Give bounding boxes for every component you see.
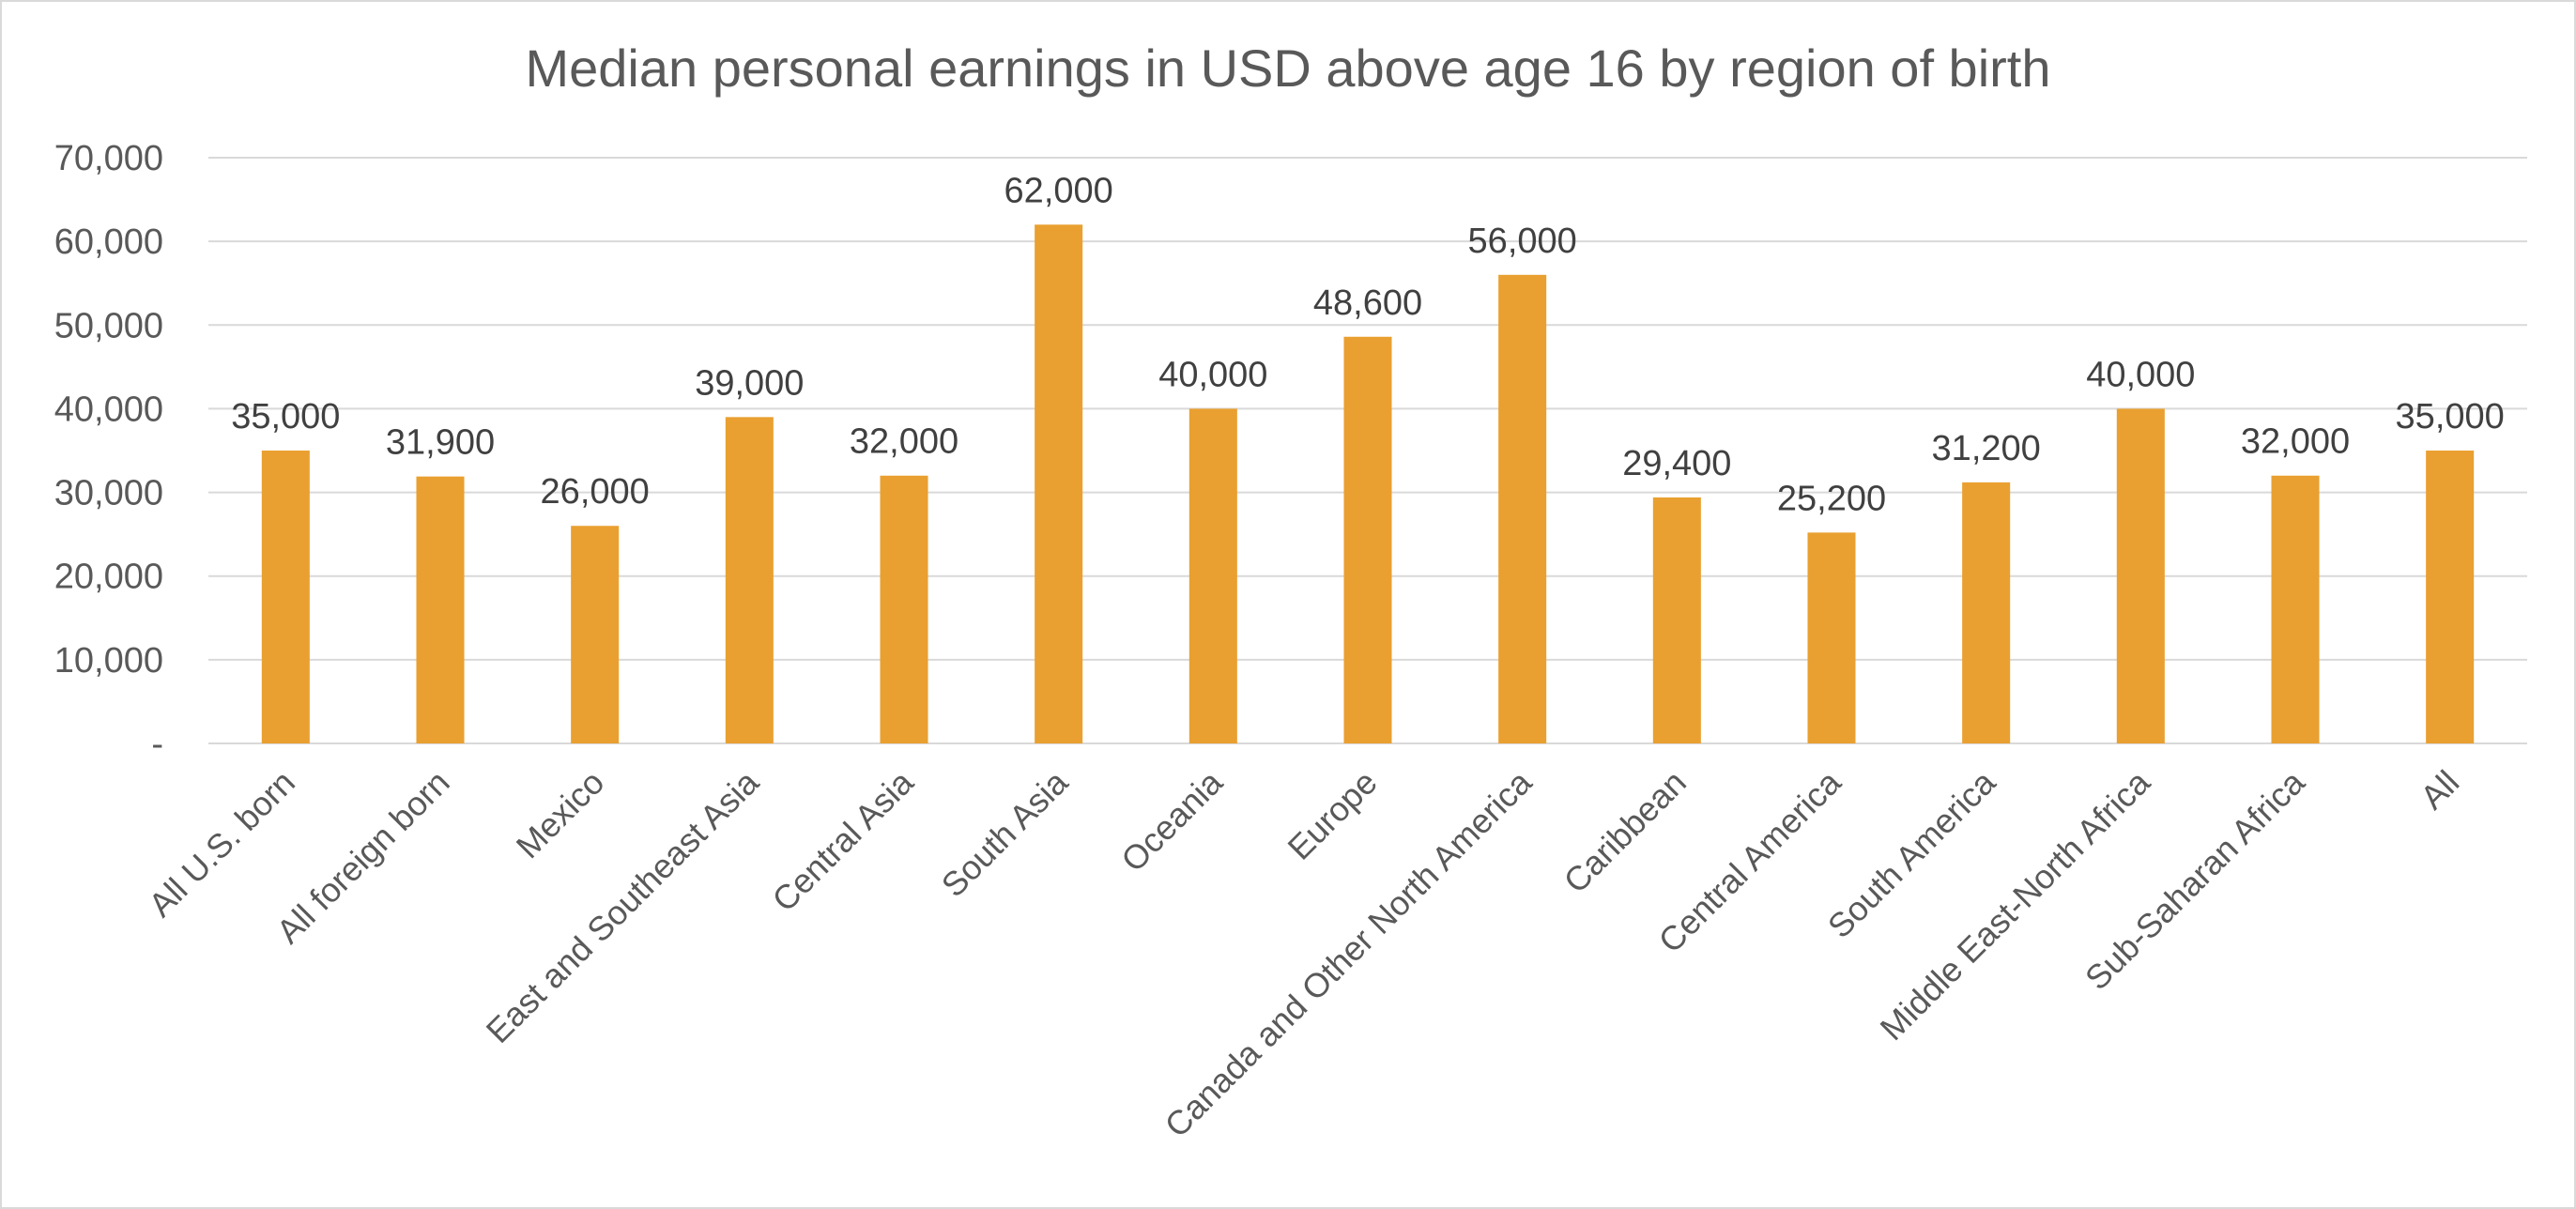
y-tick-label: - — [151, 725, 163, 764]
chart-title: Median personal earnings in USD above ag… — [525, 38, 2050, 98]
bar — [416, 476, 465, 743]
data-label: 31,200 — [1932, 429, 2041, 468]
data-label: 39,000 — [695, 363, 804, 403]
x-tick-label: Caribbean — [1556, 763, 1694, 900]
x-tick-label: Europe — [1280, 763, 1385, 867]
bar — [2271, 475, 2320, 743]
bar — [1343, 336, 1392, 743]
y-tick-label: 10,000 — [54, 641, 163, 681]
data-label: 35,000 — [2396, 397, 2505, 436]
data-label: 48,600 — [1313, 283, 1422, 323]
data-label: 32,000 — [2241, 422, 2350, 462]
y-tick-label: 20,000 — [54, 558, 163, 597]
bars — [261, 224, 2475, 744]
y-tick-label: 60,000 — [54, 222, 163, 262]
bar — [1498, 274, 1547, 743]
bar — [1652, 497, 1701, 743]
data-labels: 35,000 31,900 26,000 39,000 32,000 62,000 40,0… — [231, 171, 2505, 518]
y-tick-label: 40,000 — [54, 390, 163, 429]
x-tick-label: Mexico — [509, 763, 612, 866]
x-tick-label: Middle East-North Africa — [1873, 762, 2158, 1048]
bar — [2426, 451, 2475, 743]
data-label: 35,000 — [231, 397, 340, 436]
bar — [2116, 408, 2165, 743]
bar — [571, 526, 620, 743]
y-tick-label: 70,000 — [54, 139, 163, 178]
bar — [880, 475, 928, 743]
data-label: 62,000 — [1004, 171, 1113, 210]
x-tick-label: All — [2413, 763, 2466, 817]
bar — [1807, 532, 1856, 743]
data-label: 25,200 — [1777, 479, 1886, 518]
data-label: 29,400 — [1622, 444, 1731, 483]
x-tick-label: South Asia — [934, 762, 1076, 904]
x-tick-label: East and Southeast Asia — [479, 762, 767, 1050]
data-label: 40,000 — [2086, 355, 2195, 394]
y-axis-tick-labels: - 10,000 20,000 30,000 40,000 50,000 60,000 70,… — [54, 139, 163, 764]
bar — [1035, 224, 1083, 744]
data-label: 40,000 — [1158, 355, 1267, 394]
x-tick-label: Oceania — [1113, 762, 1230, 879]
data-label: 31,900 — [386, 423, 495, 463]
bar — [1962, 482, 2011, 743]
x-tick-label: All U.S. born — [141, 763, 302, 925]
bar — [261, 451, 310, 743]
data-label: 26,000 — [541, 472, 650, 512]
y-tick-label: 50,000 — [54, 306, 163, 345]
x-tick-label: Central Asia — [764, 762, 921, 919]
bar — [725, 417, 774, 743]
bar — [1188, 408, 1237, 743]
y-tick-label: 30,000 — [54, 474, 163, 513]
data-label: 56,000 — [1468, 222, 1577, 261]
data-label: 32,000 — [850, 422, 958, 462]
